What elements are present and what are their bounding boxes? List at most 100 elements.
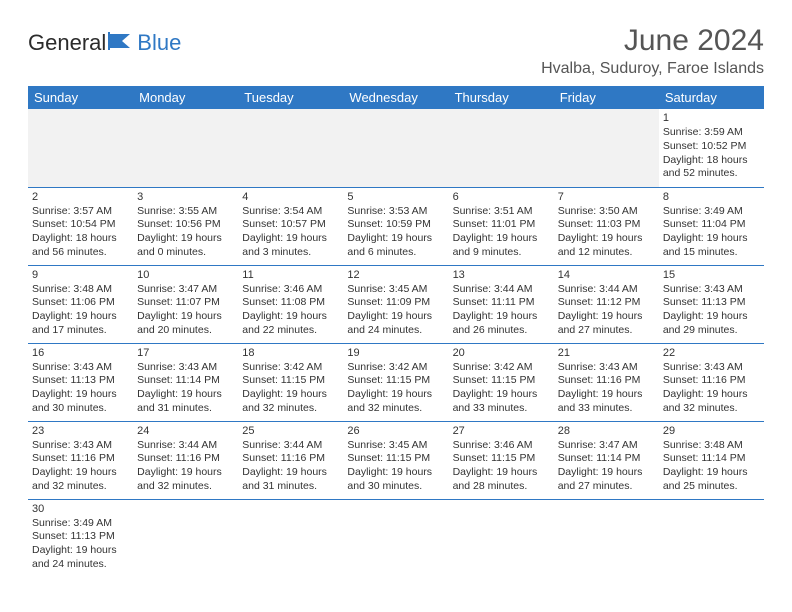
sunrise-text: Sunrise: 3:44 AM: [558, 283, 655, 297]
weekday-header: Tuesday: [238, 86, 343, 109]
day-number: 15: [663, 268, 760, 282]
sunset-text: Sunset: 11:03 PM: [558, 218, 655, 232]
calendar-day-cell: 2Sunrise: 3:57 AMSunset: 10:54 PMDayligh…: [28, 187, 133, 265]
month-title: June 2024: [541, 24, 764, 58]
calendar-day-cell: 24Sunrise: 3:44 AMSunset: 11:16 PMDaylig…: [133, 421, 238, 499]
daylight-text: Daylight: 19 hours and 33 minutes.: [558, 388, 655, 415]
calendar-day-cell: 30Sunrise: 3:49 AMSunset: 11:13 PMDaylig…: [28, 499, 133, 577]
sunset-text: Sunset: 11:09 PM: [347, 296, 444, 310]
day-number: 16: [32, 346, 129, 360]
sunrise-text: Sunrise: 3:46 AM: [453, 439, 550, 453]
calendar-day-cell: 1Sunrise: 3:59 AMSunset: 10:52 PMDayligh…: [659, 109, 764, 187]
sunset-text: Sunset: 11:13 PM: [663, 296, 760, 310]
daylight-text: Daylight: 19 hours and 9 minutes.: [453, 232, 550, 259]
day-number: 27: [453, 424, 550, 438]
sunrise-text: Sunrise: 3:53 AM: [347, 205, 444, 219]
calendar-day-cell: 14Sunrise: 3:44 AMSunset: 11:12 PMDaylig…: [554, 265, 659, 343]
weekday-header: Friday: [554, 86, 659, 109]
daylight-text: Daylight: 19 hours and 22 minutes.: [242, 310, 339, 337]
day-number: 29: [663, 424, 760, 438]
calendar-day-cell: 11Sunrise: 3:46 AMSunset: 11:08 PMDaylig…: [238, 265, 343, 343]
calendar-day-cell: 25Sunrise: 3:44 AMSunset: 11:16 PMDaylig…: [238, 421, 343, 499]
daylight-text: Daylight: 19 hours and 17 minutes.: [32, 310, 129, 337]
sunrise-text: Sunrise: 3:55 AM: [137, 205, 234, 219]
calendar-day-cell: 12Sunrise: 3:45 AMSunset: 11:09 PMDaylig…: [343, 265, 448, 343]
sunrise-text: Sunrise: 3:42 AM: [347, 361, 444, 375]
calendar-week-row: 30Sunrise: 3:49 AMSunset: 11:13 PMDaylig…: [28, 499, 764, 577]
calendar-day-cell: 23Sunrise: 3:43 AMSunset: 11:16 PMDaylig…: [28, 421, 133, 499]
calendar-day-cell: [449, 109, 554, 187]
sunrise-text: Sunrise: 3:43 AM: [663, 283, 760, 297]
sunrise-text: Sunrise: 3:43 AM: [137, 361, 234, 375]
day-number: 17: [137, 346, 234, 360]
sunrise-text: Sunrise: 3:42 AM: [242, 361, 339, 375]
daylight-text: Daylight: 19 hours and 32 minutes.: [242, 388, 339, 415]
daylight-text: Daylight: 19 hours and 30 minutes.: [32, 388, 129, 415]
sunset-text: Sunset: 11:16 PM: [32, 452, 129, 466]
calendar-day-cell: 7Sunrise: 3:50 AMSunset: 11:03 PMDayligh…: [554, 187, 659, 265]
calendar-week-row: 9Sunrise: 3:48 AMSunset: 11:06 PMDayligh…: [28, 265, 764, 343]
calendar-day-cell: 28Sunrise: 3:47 AMSunset: 11:14 PMDaylig…: [554, 421, 659, 499]
sunrise-text: Sunrise: 3:44 AM: [453, 283, 550, 297]
day-number: 11: [242, 268, 339, 282]
sunset-text: Sunset: 11:14 PM: [663, 452, 760, 466]
day-number: 21: [558, 346, 655, 360]
sunrise-text: Sunrise: 3:43 AM: [663, 361, 760, 375]
sunrise-text: Sunrise: 3:44 AM: [137, 439, 234, 453]
daylight-text: Daylight: 18 hours and 56 minutes.: [32, 232, 129, 259]
day-number: 28: [558, 424, 655, 438]
day-number: 13: [453, 268, 550, 282]
sunset-text: Sunset: 10:52 PM: [663, 140, 760, 154]
sunset-text: Sunset: 11:11 PM: [453, 296, 550, 310]
sunrise-text: Sunrise: 3:43 AM: [32, 361, 129, 375]
calendar-day-cell: 15Sunrise: 3:43 AMSunset: 11:13 PMDaylig…: [659, 265, 764, 343]
calendar-week-row: 23Sunrise: 3:43 AMSunset: 11:16 PMDaylig…: [28, 421, 764, 499]
day-number: 18: [242, 346, 339, 360]
sunset-text: Sunset: 11:06 PM: [32, 296, 129, 310]
weekday-header: Monday: [133, 86, 238, 109]
daylight-text: Daylight: 19 hours and 12 minutes.: [558, 232, 655, 259]
sunset-text: Sunset: 11:12 PM: [558, 296, 655, 310]
sunrise-text: Sunrise: 3:48 AM: [663, 439, 760, 453]
sunset-text: Sunset: 11:14 PM: [137, 374, 234, 388]
calendar-day-cell: 9Sunrise: 3:48 AMSunset: 11:06 PMDayligh…: [28, 265, 133, 343]
sunrise-text: Sunrise: 3:48 AM: [32, 283, 129, 297]
calendar-day-cell: 17Sunrise: 3:43 AMSunset: 11:14 PMDaylig…: [133, 343, 238, 421]
calendar-body: 1Sunrise: 3:59 AMSunset: 10:52 PMDayligh…: [28, 109, 764, 577]
day-number: 14: [558, 268, 655, 282]
calendar-day-cell: 13Sunrise: 3:44 AMSunset: 11:11 PMDaylig…: [449, 265, 554, 343]
day-number: 22: [663, 346, 760, 360]
day-number: 2: [32, 190, 129, 204]
weekday-header: Sunday: [28, 86, 133, 109]
day-number: 19: [347, 346, 444, 360]
daylight-text: Daylight: 19 hours and 26 minutes.: [453, 310, 550, 337]
sunrise-text: Sunrise: 3:54 AM: [242, 205, 339, 219]
sunset-text: Sunset: 11:16 PM: [242, 452, 339, 466]
sunset-text: Sunset: 11:13 PM: [32, 374, 129, 388]
daylight-text: Daylight: 19 hours and 27 minutes.: [558, 310, 655, 337]
sunset-text: Sunset: 11:15 PM: [453, 452, 550, 466]
sunset-text: Sunset: 11:08 PM: [242, 296, 339, 310]
day-number: 12: [347, 268, 444, 282]
sunset-text: Sunset: 11:14 PM: [558, 452, 655, 466]
sunset-text: Sunset: 11:16 PM: [137, 452, 234, 466]
daylight-text: Daylight: 19 hours and 28 minutes.: [453, 466, 550, 493]
logo-text-blue: Blue: [137, 30, 181, 56]
daylight-text: Daylight: 19 hours and 24 minutes.: [32, 544, 129, 571]
calendar-day-cell: [28, 109, 133, 187]
weekday-header: Wednesday: [343, 86, 448, 109]
logo: General Blue: [28, 30, 181, 56]
sunrise-text: Sunrise: 3:43 AM: [32, 439, 129, 453]
calendar-week-row: 1Sunrise: 3:59 AMSunset: 10:52 PMDayligh…: [28, 109, 764, 187]
calendar-day-cell: 26Sunrise: 3:45 AMSunset: 11:15 PMDaylig…: [343, 421, 448, 499]
sunset-text: Sunset: 11:15 PM: [347, 374, 444, 388]
day-number: 24: [137, 424, 234, 438]
sunrise-text: Sunrise: 3:42 AM: [453, 361, 550, 375]
location: Hvalba, Suduroy, Faroe Islands: [541, 60, 764, 78]
sunset-text: Sunset: 10:57 PM: [242, 218, 339, 232]
daylight-text: Daylight: 19 hours and 32 minutes.: [32, 466, 129, 493]
day-number: 3: [137, 190, 234, 204]
sunset-text: Sunset: 11:15 PM: [242, 374, 339, 388]
daylight-text: Daylight: 19 hours and 32 minutes.: [137, 466, 234, 493]
day-number: 26: [347, 424, 444, 438]
